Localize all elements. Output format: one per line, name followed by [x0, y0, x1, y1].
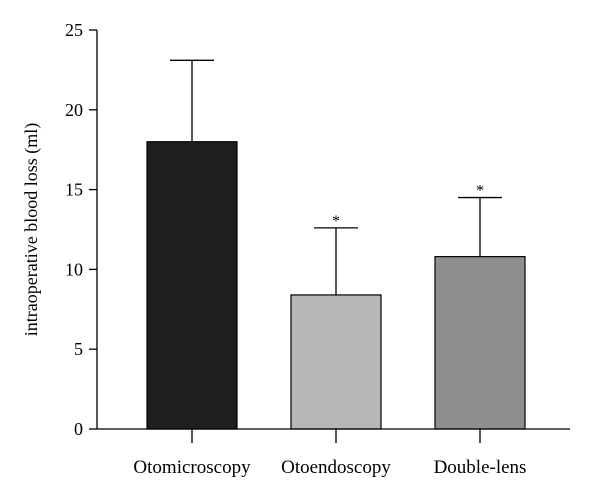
bar-otomicroscopy [146, 141, 238, 430]
x-tick-label: Otomicroscopy [133, 457, 251, 478]
significance-marker: * [476, 183, 484, 200]
bars [146, 141, 526, 430]
y-tick-label: 5 [74, 339, 83, 359]
x-axis-ticks: Otomicroscopy Otoendoscopy Double-lens [133, 429, 526, 478]
y-tick-label: 10 [65, 259, 83, 279]
error-bars: ** [170, 59, 502, 295]
y-tick-label: 15 [65, 180, 83, 200]
bar-double-lens [434, 256, 526, 430]
y-axis-title: intraoperative blood loss (ml) [21, 123, 42, 336]
y-tick-label: 25 [65, 20, 83, 40]
x-tick-label: Otoendoscopy [281, 457, 391, 478]
bar-otoendoscopy [290, 294, 382, 430]
y-tick-label: 0 [74, 419, 83, 439]
y-axis-ticks: 0 5 10 15 20 25 [65, 20, 97, 439]
y-tick-label: 20 [65, 100, 83, 120]
x-tick-label: Double-lens [434, 457, 527, 478]
significance-marker: * [332, 213, 340, 230]
